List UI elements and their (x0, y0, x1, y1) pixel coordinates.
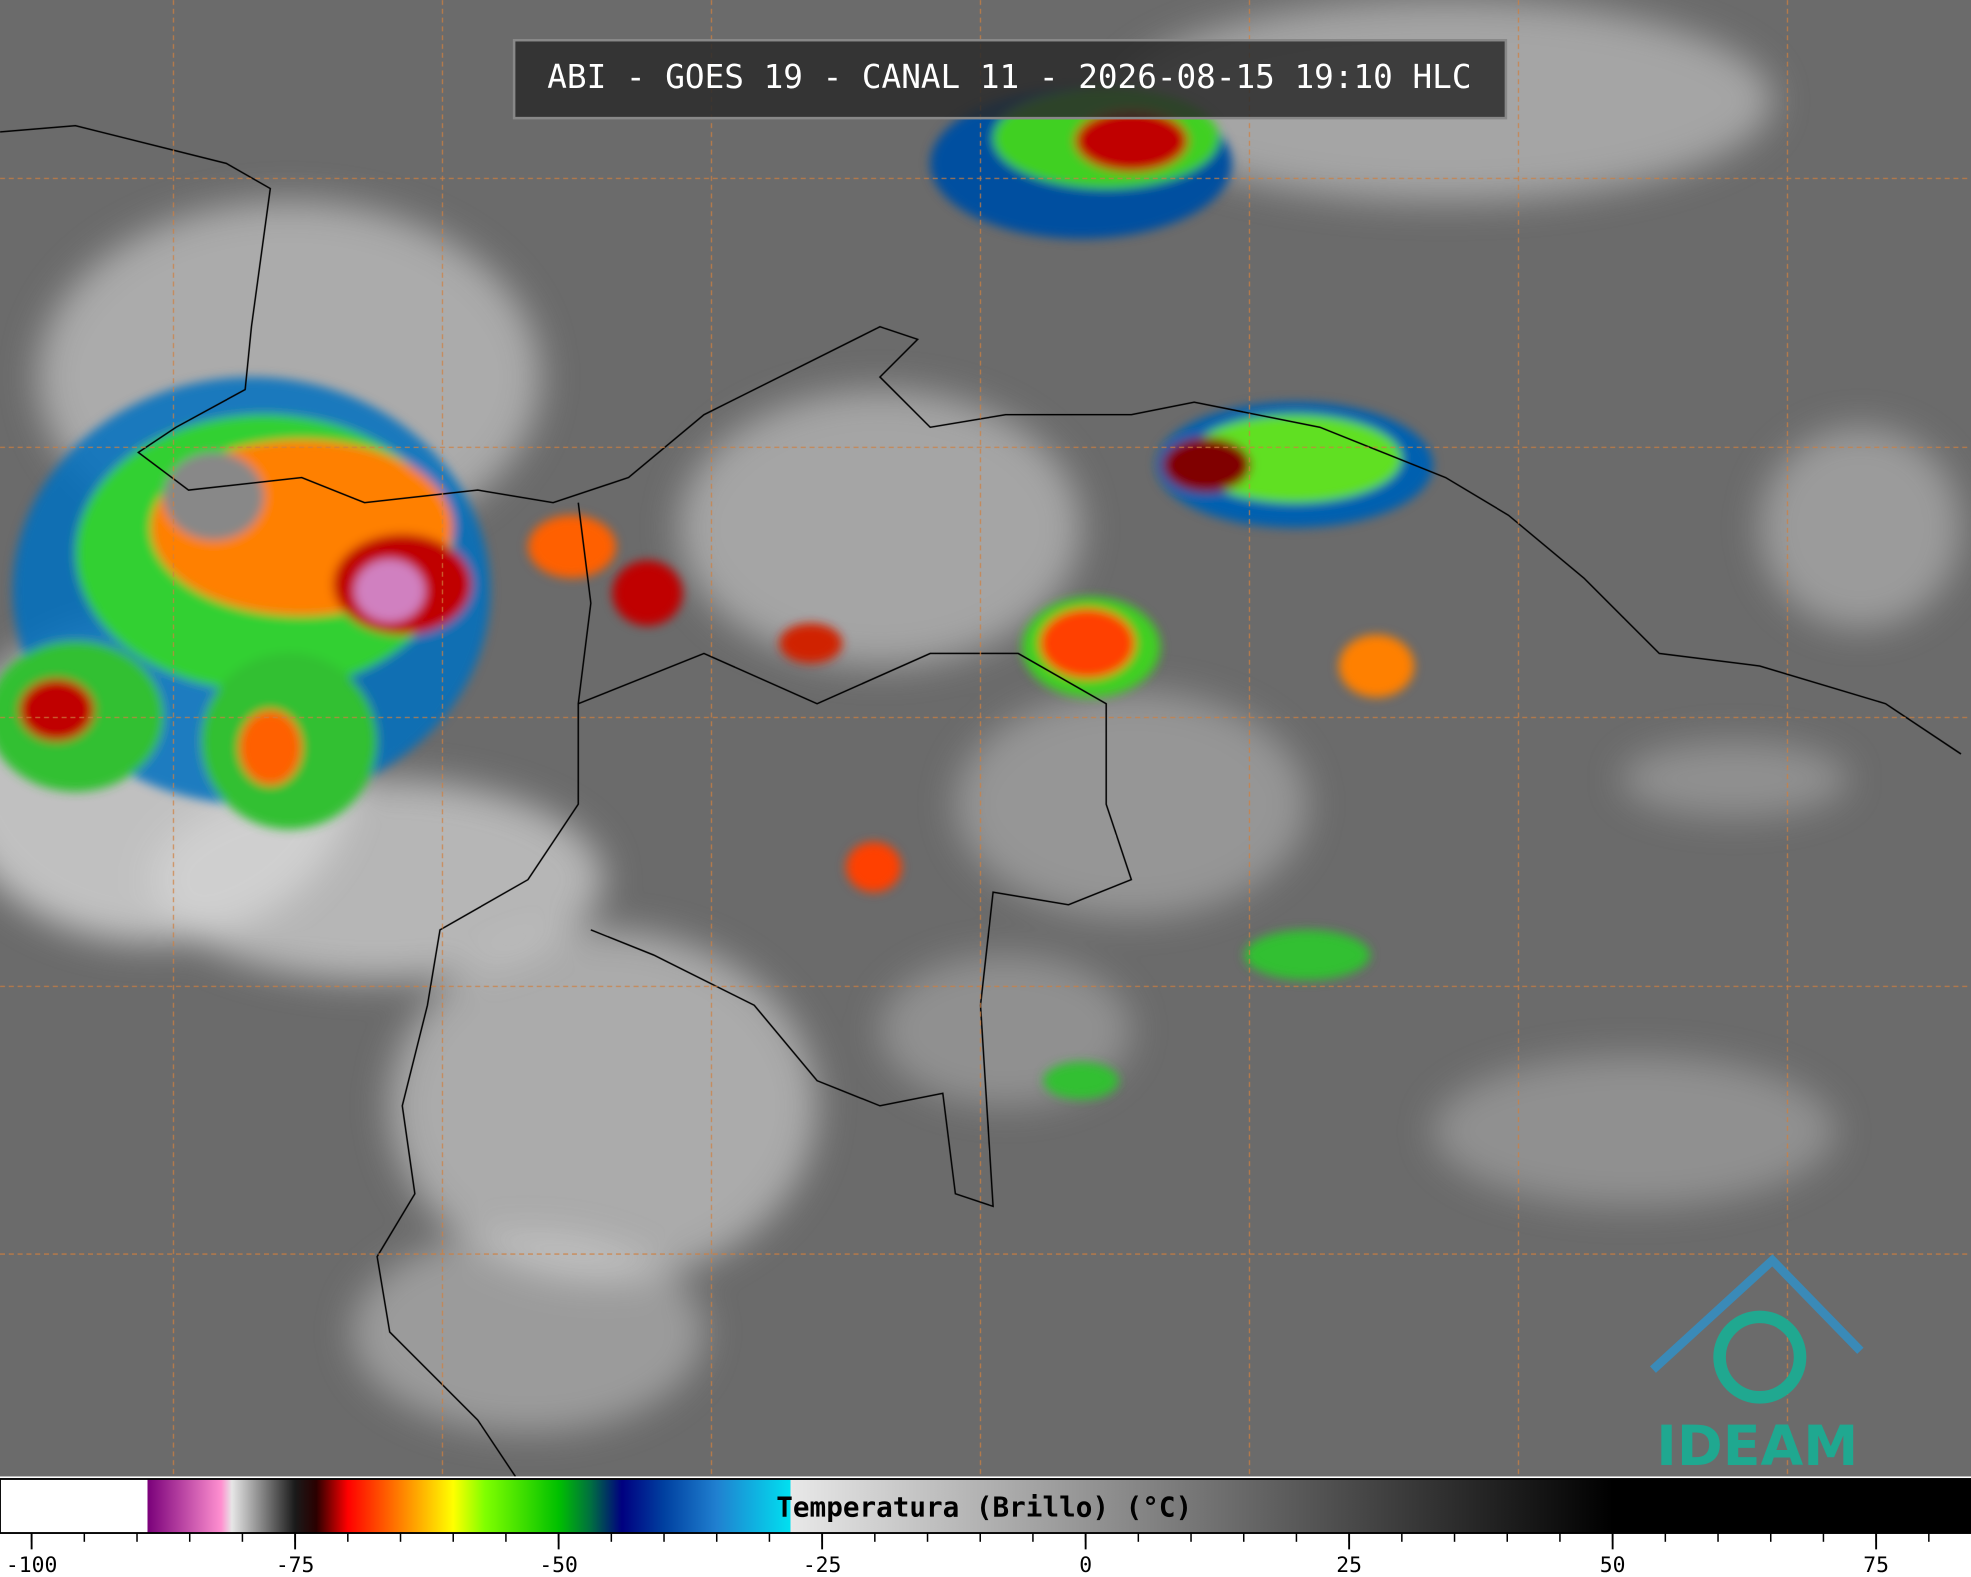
tick-label: -25 (803, 1553, 842, 1577)
colorbar-label: Temperatura (Brillo) (°C) (776, 1491, 1192, 1524)
title-box (512, 38, 1508, 120)
logo-roof (1650, 1254, 1864, 1373)
grid-lines (0, 0, 1971, 1477)
storm-cells (0, 87, 1433, 1100)
tick-label: -50 (539, 1553, 578, 1577)
tick-label: -75 (276, 1553, 315, 1577)
colorbar (0, 1478, 1971, 1534)
tick-label: 75 (1863, 1553, 1889, 1577)
colorbar-ticks: -100 -75 -50 -25 0 25 50 75 (6, 1533, 1930, 1577)
title: ABI - GOES 19 - CANAL 11 - 2026-08-15 19… (547, 58, 1471, 96)
logo: IDEAM (1650, 1254, 1864, 1479)
logo-swirl (1713, 1310, 1807, 1404)
tick-label: -100 (6, 1553, 57, 1577)
tick-label: 50 (1600, 1553, 1626, 1577)
logo-text: IDEAM (1656, 1415, 1858, 1479)
borders (0, 124, 1962, 1477)
tick-label: 25 (1336, 1553, 1362, 1577)
tick-label: 0 (1079, 1553, 1092, 1577)
